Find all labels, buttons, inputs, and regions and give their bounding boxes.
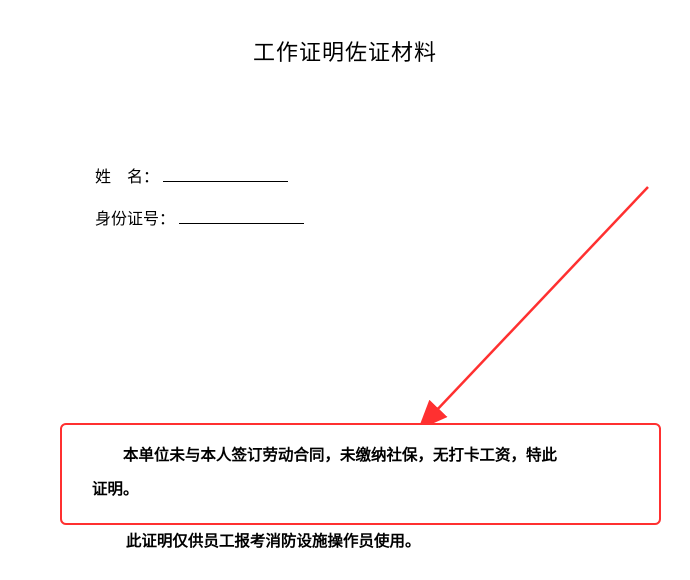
footer-line: 此证明仅供员工报考消防设施操作员使用。 — [95, 529, 421, 551]
name-label: 姓 名： — [95, 157, 159, 199]
name-underline — [163, 165, 288, 182]
name-row: 姓 名： — [95, 157, 690, 199]
document-title: 工作证明佐证材料 — [0, 35, 690, 67]
form-area: 姓 名： 身份证号： — [95, 157, 690, 240]
id-row: 身份证号： — [95, 199, 690, 241]
id-label: 身份证号： — [95, 199, 175, 241]
id-underline — [179, 207, 304, 224]
highlight-line2: 证明。 — [92, 473, 639, 507]
highlight-line1: 本单位未与本人签订劳动合同，未缴纳社保，无打卡工资，特此 — [92, 439, 639, 473]
highlight-box: 本单位未与本人签订劳动合同，未缴纳社保，无打卡工资，特此 证明。 — [60, 423, 661, 525]
